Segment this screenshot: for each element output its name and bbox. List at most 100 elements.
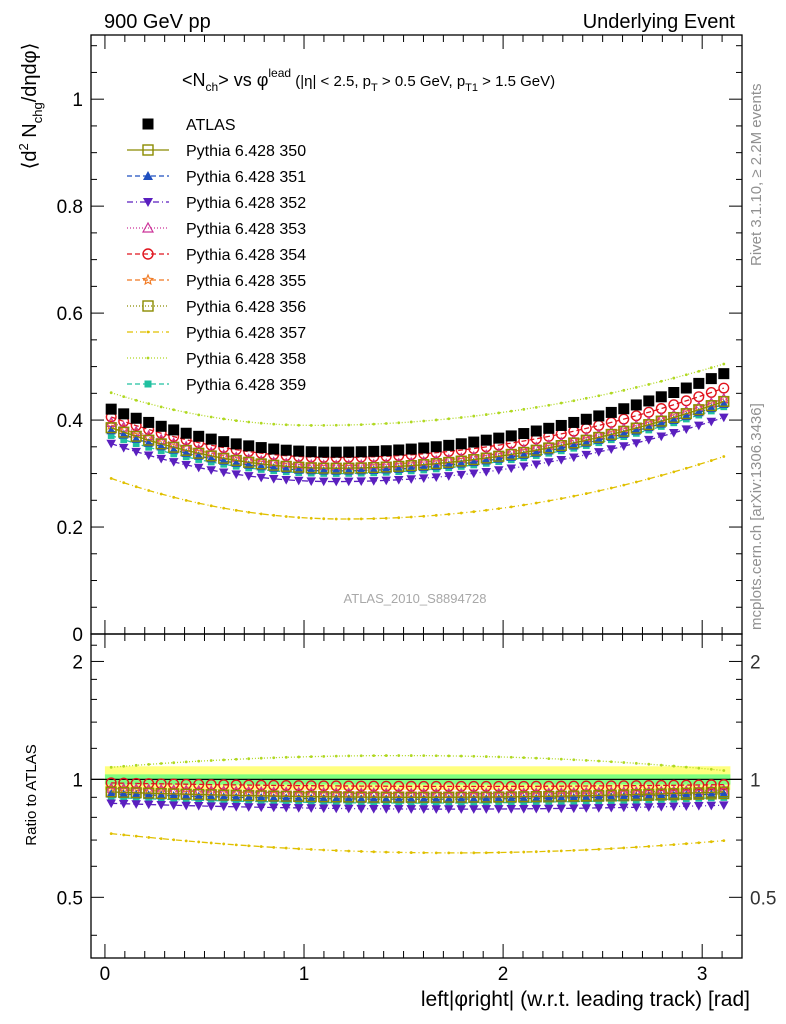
ratio-point <box>409 851 413 854</box>
ratio-point <box>209 841 213 845</box>
data-point <box>668 429 679 438</box>
ratio-point <box>470 799 478 807</box>
ratio-point <box>295 798 303 806</box>
ratio-point <box>247 844 251 848</box>
ratio-point <box>668 779 680 791</box>
data-point <box>634 386 638 389</box>
ratio-point <box>668 790 679 800</box>
ratio-point <box>306 804 317 813</box>
data-point <box>305 446 317 458</box>
data-point <box>234 419 238 423</box>
data-point <box>122 395 126 399</box>
ratio-point <box>155 788 167 800</box>
ratio-point <box>447 754 451 758</box>
ratio-y-tick-label-right: 0.5 <box>750 888 776 909</box>
ratio-point <box>156 801 166 810</box>
ratio-point <box>184 760 188 764</box>
data-point <box>143 434 155 446</box>
series-line <box>110 400 725 469</box>
data-point <box>656 432 667 442</box>
data-point <box>197 413 201 417</box>
ratio-point <box>618 789 630 801</box>
ratio-point <box>297 847 301 851</box>
data-point <box>381 476 392 486</box>
data-point <box>197 501 201 505</box>
ratio-point <box>418 794 429 804</box>
data-point <box>693 404 705 416</box>
ratio-series-layer <box>105 754 730 855</box>
data-point <box>443 456 455 468</box>
ratio-point <box>722 769 726 772</box>
ratio-point <box>455 780 467 792</box>
ratio-point <box>393 791 405 803</box>
legend-marker <box>146 356 150 360</box>
ratio-point <box>397 754 401 757</box>
ratio-point <box>668 788 680 800</box>
ratio-point <box>280 779 292 791</box>
ratio-point <box>105 786 117 798</box>
ratio-point <box>355 791 367 803</box>
data-point <box>118 426 130 438</box>
ratio-point <box>243 779 255 791</box>
ratio-point <box>268 790 280 802</box>
y-tick-label: 0.2 <box>57 518 83 539</box>
data-point <box>534 501 538 505</box>
ratio-point <box>672 843 676 847</box>
ratio-point <box>322 754 326 758</box>
data-point <box>418 474 429 483</box>
ratio-point <box>406 794 417 804</box>
ratio-y-tick-label: 1 <box>72 770 83 791</box>
ratio-point <box>397 850 401 854</box>
legend-label: Pythia 6.428 359 <box>186 377 306 394</box>
ratio-point <box>459 754 463 758</box>
ratio-point <box>543 804 554 814</box>
data-point <box>105 403 117 415</box>
data-point <box>193 430 205 442</box>
data-point <box>305 462 317 474</box>
ratio-point <box>559 757 563 761</box>
ratio-point <box>680 779 692 791</box>
ratio-point <box>205 789 217 801</box>
data-point <box>409 420 413 424</box>
ratio-point <box>143 790 154 799</box>
data-point <box>584 492 588 495</box>
legend-marker <box>141 273 155 286</box>
legend-item: Pythia 6.428 351 <box>127 169 306 186</box>
ratio-point <box>418 791 430 803</box>
ratio-point <box>405 780 417 792</box>
data-point <box>631 439 642 448</box>
ratio-point <box>332 799 340 807</box>
data-point <box>697 463 701 466</box>
ratio-point <box>593 789 605 801</box>
ratio-point <box>122 764 126 768</box>
ratio-point <box>622 846 626 850</box>
ratio-series-358 <box>109 754 726 772</box>
ratio-line <box>111 832 724 854</box>
series-358 <box>109 362 726 427</box>
data-point <box>180 444 192 456</box>
ratio-point <box>309 848 313 851</box>
data-point <box>334 517 338 521</box>
ratio-point <box>518 780 530 792</box>
data-point <box>380 445 392 457</box>
data-point <box>105 422 117 434</box>
data-point <box>418 459 430 471</box>
ratio-point <box>343 780 355 792</box>
data-point <box>555 419 567 431</box>
ratio-point <box>347 849 351 853</box>
legend-item: Pythia 6.428 358 <box>127 351 306 368</box>
ratio-point <box>134 763 138 767</box>
ratio-point <box>255 790 267 802</box>
data-point <box>109 391 113 395</box>
ratio-point <box>443 791 455 803</box>
data-point <box>205 450 217 462</box>
ratio-point <box>218 789 230 801</box>
ratio-point <box>509 755 513 759</box>
ratio-point <box>597 847 601 851</box>
data-point <box>431 473 442 482</box>
y-tick-label: 0.6 <box>57 304 83 325</box>
ratio-point <box>431 805 442 814</box>
data-point <box>405 460 417 472</box>
ratio-point <box>147 836 151 839</box>
data-point <box>718 382 730 394</box>
